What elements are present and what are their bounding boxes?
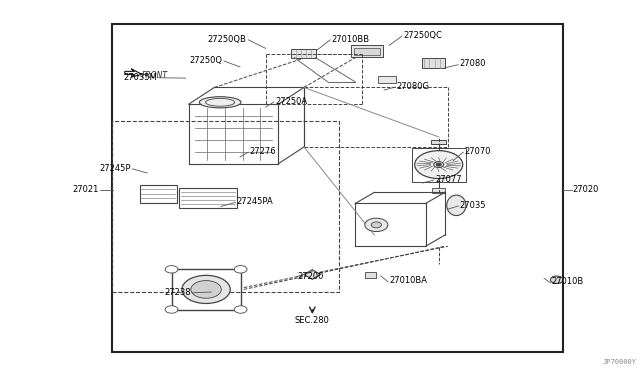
Polygon shape [125,69,142,77]
Bar [351,45,383,57]
Text: 27250QB: 27250QB [207,35,246,44]
Bar [291,49,316,58]
Text: 27245P: 27245P [100,164,131,173]
Bar [140,185,177,203]
Bar [378,76,396,83]
Text: 27080: 27080 [460,60,486,68]
Bar [354,48,380,55]
Circle shape [365,218,388,231]
Text: 27020: 27020 [573,185,599,194]
Text: SEC.280: SEC.280 [295,316,330,325]
Text: 27010B: 27010B [552,278,584,286]
Bar [431,140,447,144]
Circle shape [182,275,230,304]
Circle shape [165,306,178,313]
Text: 27021: 27021 [73,185,99,194]
Circle shape [234,266,247,273]
Polygon shape [304,270,321,279]
Circle shape [550,276,563,283]
Text: 27276: 27276 [250,147,276,156]
Circle shape [165,266,178,273]
Text: 27250Q: 27250Q [189,56,223,65]
Text: 27250QC: 27250QC [403,31,442,40]
Bar [433,188,445,193]
Circle shape [191,280,221,298]
Bar [412,148,466,182]
Text: 27250A: 27250A [275,97,307,106]
Text: 27080G: 27080G [397,82,430,91]
Text: 27035M: 27035M [123,73,157,81]
Text: 27077: 27077 [435,175,462,184]
Bar [179,188,237,208]
Bar [365,272,376,278]
Ellipse shape [199,97,241,108]
Text: 27200: 27200 [298,272,324,280]
Text: 27010BA: 27010BA [389,276,427,285]
Bar [422,58,445,68]
Ellipse shape [447,195,466,215]
Bar [112,24,563,352]
Circle shape [434,162,444,167]
Text: 27010BB: 27010BB [332,35,370,44]
Circle shape [415,151,463,179]
Bar [172,269,241,310]
Text: 27035: 27035 [460,201,486,210]
Text: 27238: 27238 [164,288,191,296]
Circle shape [234,306,247,313]
Text: 27245PA: 27245PA [237,197,273,206]
Text: FRONT: FRONT [142,71,168,80]
Bar [112,121,339,292]
Circle shape [371,222,381,228]
Text: JP70000Y: JP70000Y [603,359,637,365]
Circle shape [436,163,442,166]
Text: 27070: 27070 [465,147,491,156]
